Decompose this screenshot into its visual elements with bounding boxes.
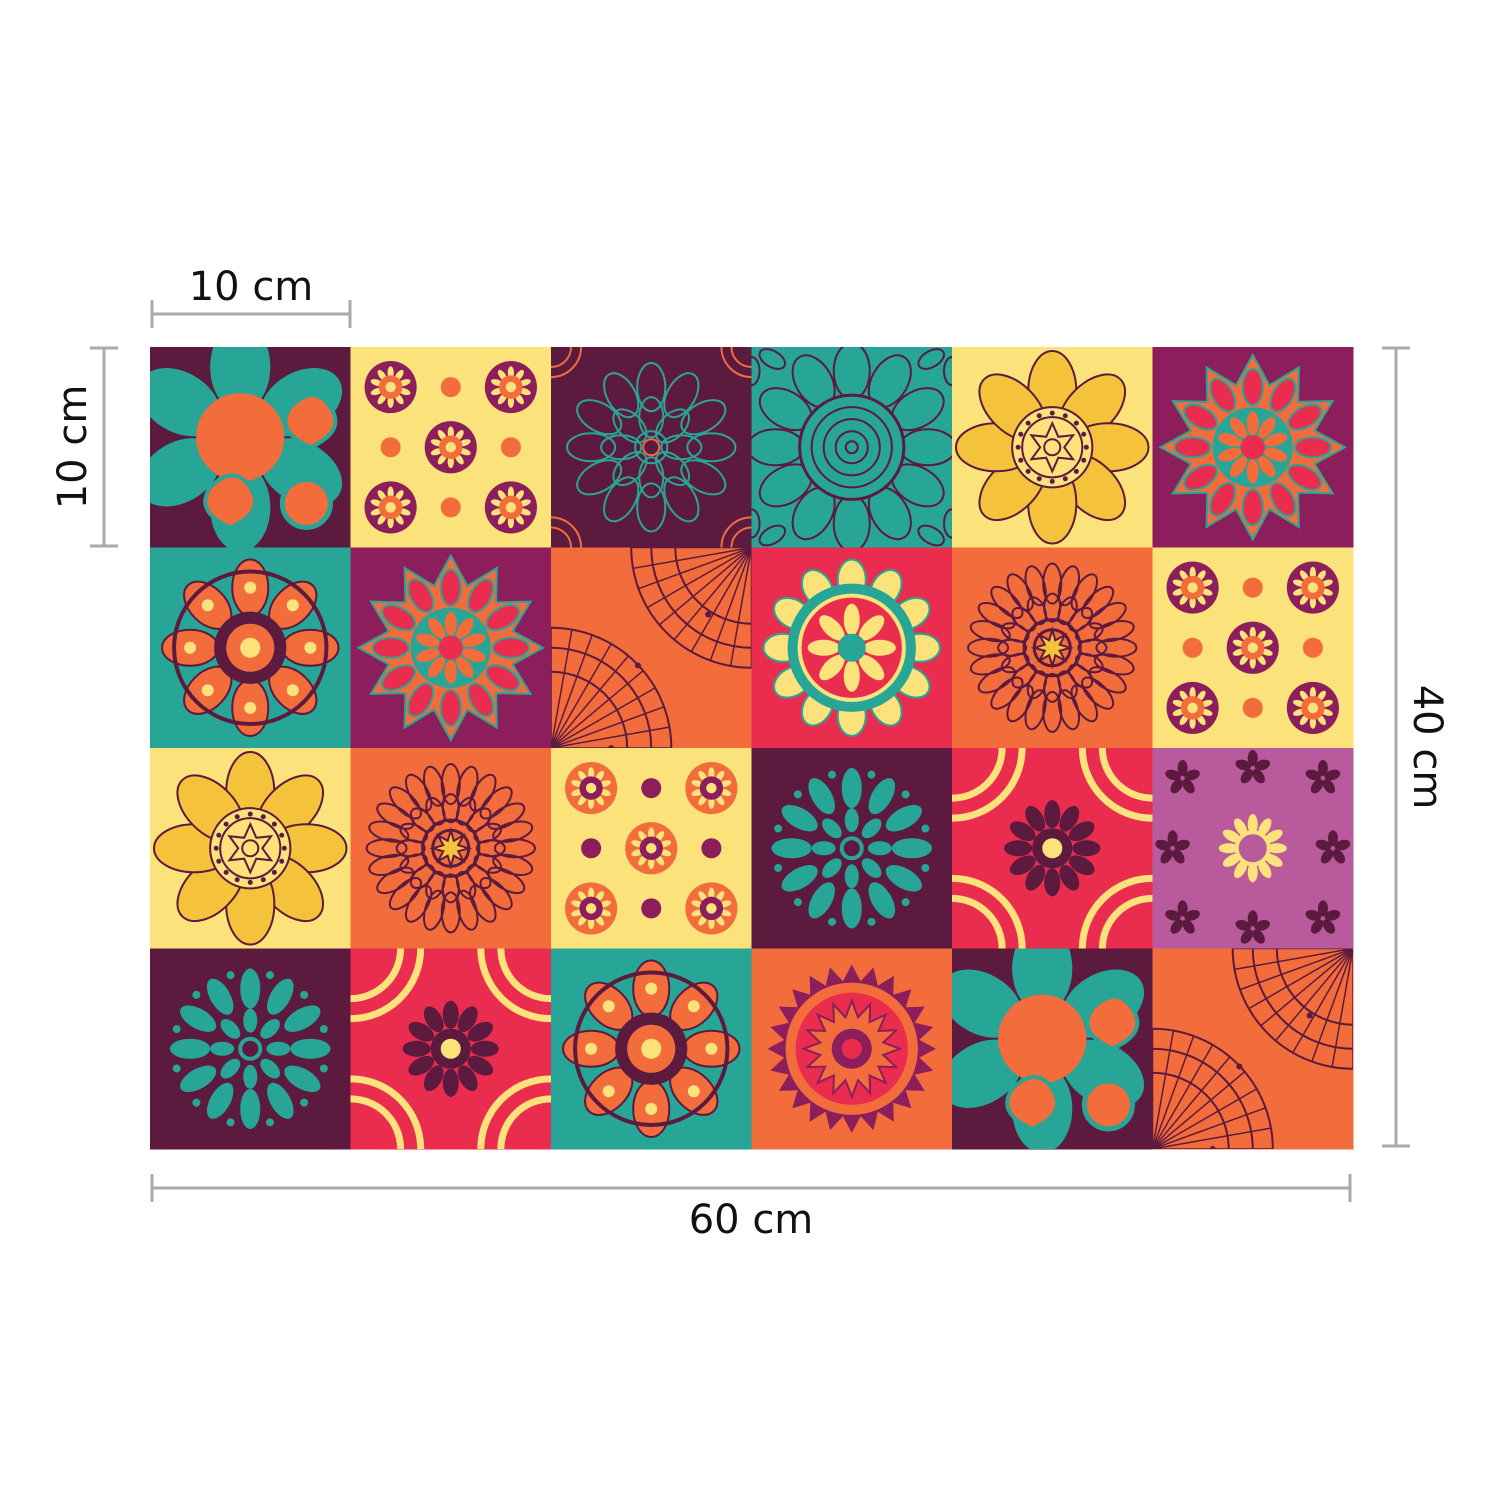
mandala-tile-13	[150, 748, 351, 949]
mandala-tile-2	[350, 347, 552, 548]
mandala-tile-12	[1152, 547, 1354, 749]
mandala-tile-15	[551, 748, 752, 949]
mandala-tile-19	[150, 948, 351, 1150]
tile-grid	[150, 347, 1354, 1150]
mandala-tile-11	[952, 547, 1153, 749]
total-width-label: 60 cm	[689, 1197, 814, 1243]
mandala-tile-23	[952, 948, 1153, 1150]
tile-height-label: 10 cm	[50, 385, 96, 510]
mandala-tile-24	[1152, 948, 1354, 1150]
mandala-tile-21	[551, 948, 752, 1150]
tile-width-label: 10 cm	[189, 264, 314, 310]
mandala-tile-3	[551, 347, 752, 548]
tile-width-dimension	[150, 300, 352, 328]
mandala-tile-7	[150, 547, 351, 749]
mandala-tile-8	[350, 547, 552, 749]
total-height-label: 40 cm	[1404, 685, 1450, 810]
mandala-tile-9	[551, 547, 752, 749]
mandala-tile-18	[1152, 748, 1354, 949]
mandala-tile-14	[350, 748, 552, 949]
mandala-tile-10	[751, 547, 953, 749]
mandala-tile-20	[350, 948, 552, 1150]
mandala-tile-6	[1152, 347, 1354, 548]
mandala-tile-1	[150, 347, 351, 548]
total-height-dimension	[1382, 346, 1410, 1148]
mandala-tile-5	[952, 347, 1153, 548]
tile-height-dimension	[90, 346, 118, 548]
mandala-tile-17	[952, 748, 1153, 949]
mandala-tile-4	[751, 347, 953, 548]
mandala-tile-22	[751, 948, 953, 1150]
total-width-dimension	[150, 1174, 1352, 1202]
mandala-tile-16	[751, 748, 953, 949]
